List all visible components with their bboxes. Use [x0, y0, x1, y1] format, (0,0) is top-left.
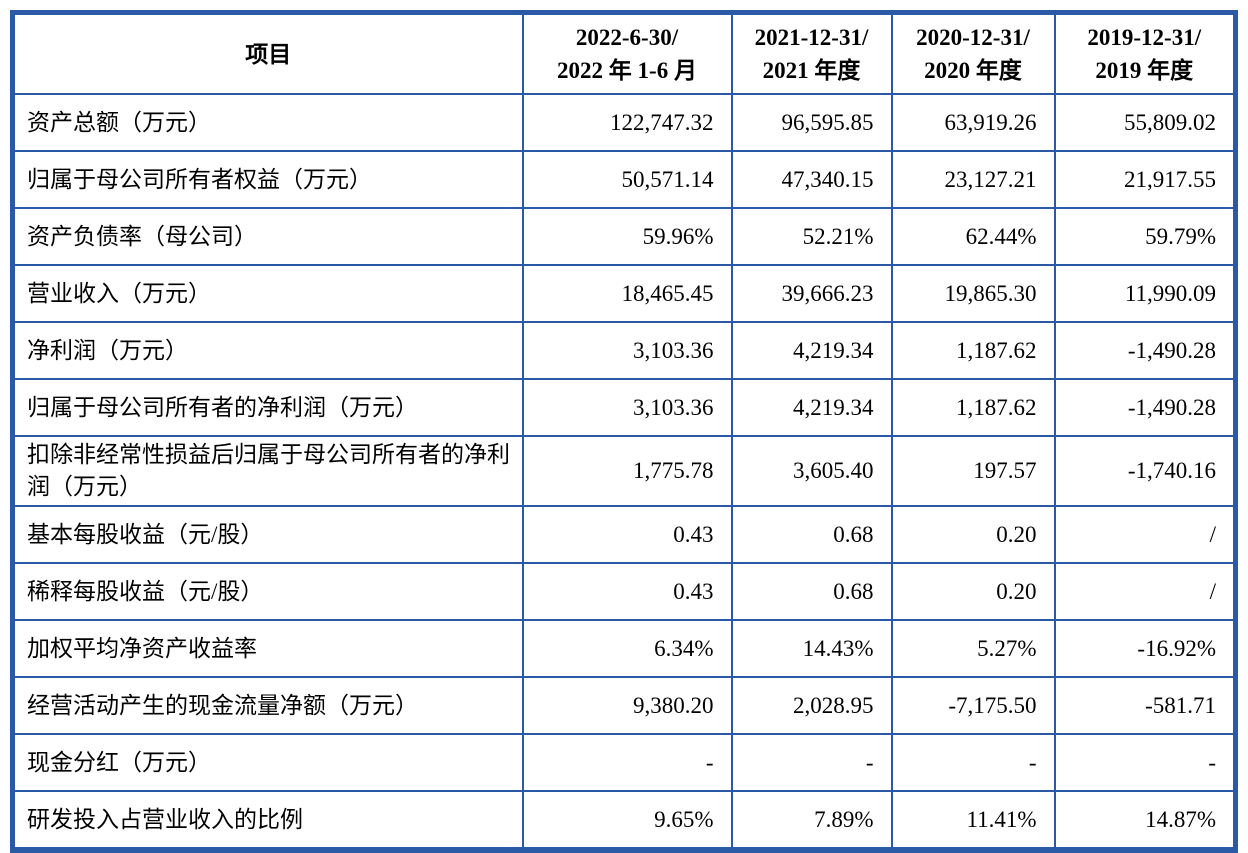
- row-label: 基本每股收益（元/股）: [11, 505, 524, 564]
- cell-value: -1,490.28: [1053, 321, 1237, 380]
- row-label: 现金分红（万元）: [11, 733, 524, 792]
- table-row: 现金分红（万元） - - - -: [11, 733, 1237, 792]
- cell-value: 96,595.85: [730, 93, 893, 152]
- cell-value: 39,666.23: [730, 264, 893, 323]
- table-row: 资产总额（万元） 122,747.32 96,595.85 63,919.26 55,8…: [11, 93, 1237, 152]
- table-row: 加权平均净资产收益率 6.34% 14.43% 5.27% -16.92%: [11, 619, 1237, 678]
- cell-value: -: [521, 733, 733, 792]
- cell-value: 11.41%: [890, 790, 1056, 851]
- column-header-period-2020: 2020-12-31/ 2020 年度: [890, 11, 1056, 95]
- row-label: 净利润（万元）: [11, 321, 524, 380]
- cell-value: -16.92%: [1053, 619, 1237, 678]
- cell-value: 55,809.02: [1053, 93, 1237, 152]
- cell-value: 0.20: [890, 562, 1056, 621]
- cell-value: 59.96%: [521, 207, 733, 266]
- table-row: 资产负债率（母公司） 59.96% 52.21% 62.44% 59.79%: [11, 207, 1237, 266]
- row-label: 加权平均净资产收益率: [11, 619, 524, 678]
- cell-value: 47,340.15: [730, 150, 893, 209]
- cell-value: 18,465.45: [521, 264, 733, 323]
- cell-value: 0.43: [521, 505, 733, 564]
- row-label: 营业收入（万元）: [11, 264, 524, 323]
- cell-value: /: [1053, 562, 1237, 621]
- document-page: 项目 2022-6-30/ 2022 年 1-6 月 2021-12-31/ 2…: [10, 10, 1238, 853]
- cell-value: 5.27%: [890, 619, 1056, 678]
- cell-value: 19,865.30: [890, 264, 1056, 323]
- table-row: 研发投入占营业收入的比例 9.65% 7.89% 11.41% 14.87%: [11, 790, 1237, 851]
- row-label: 资产总额（万元）: [11, 93, 524, 152]
- cell-value: -: [730, 733, 893, 792]
- cell-value: -: [890, 733, 1056, 792]
- column-header-period-2022: 2022-6-30/ 2022 年 1-6 月: [521, 11, 733, 95]
- cell-value: 23,127.21: [890, 150, 1056, 209]
- cell-value: 0.68: [730, 505, 893, 564]
- cell-value: 3,605.40: [730, 435, 893, 507]
- cell-value: 1,187.62: [890, 321, 1056, 380]
- period-date: 2022-6-30/: [575, 25, 679, 50]
- period-date: 2020-12-31/: [916, 25, 1030, 50]
- column-header-item: 项目: [11, 11, 524, 95]
- cell-value: 122,747.32: [521, 93, 733, 152]
- cell-value: -1,490.28: [1053, 378, 1237, 437]
- table-row: 归属于母公司所有者的净利润（万元） 3,103.36 4,219.34 1,187.6…: [11, 378, 1237, 437]
- period-date: 2019-12-31/: [1087, 25, 1202, 50]
- cell-value: 59.79%: [1053, 207, 1237, 266]
- column-header-period-2019: 2019-12-31/ 2019 年度: [1053, 11, 1237, 95]
- header-row: 项目 2022-6-30/ 2022 年 1-6 月 2021-12-31/ 2…: [11, 11, 1237, 95]
- row-label: 稀释每股收益（元/股）: [11, 562, 524, 621]
- cell-value: 9,380.20: [521, 676, 733, 735]
- cell-value: 63,919.26: [890, 93, 1056, 152]
- cell-value: -581.71: [1053, 676, 1237, 735]
- cell-value: 7.89%: [730, 790, 893, 851]
- cell-value: 9.65%: [521, 790, 733, 851]
- period-range: 2021 年度: [762, 58, 861, 83]
- cell-value: 50,571.14: [521, 150, 733, 209]
- row-label: 资产负债率（母公司）: [11, 207, 524, 266]
- period-range: 2019 年度: [1095, 58, 1194, 83]
- cell-value: 3,103.36: [521, 321, 733, 380]
- period-date: 2021-12-31/: [754, 25, 869, 50]
- cell-value: 0.20: [890, 505, 1056, 564]
- cell-value: 6.34%: [521, 619, 733, 678]
- cell-value: 62.44%: [890, 207, 1056, 266]
- financial-summary-table: 项目 2022-6-30/ 2022 年 1-6 月 2021-12-31/ 2…: [10, 10, 1238, 853]
- cell-value: -7,175.50: [890, 676, 1056, 735]
- cell-value: 4,219.34: [730, 378, 893, 437]
- cell-value: 14.87%: [1053, 790, 1237, 851]
- table-row: 扣除非经常性损益后归属于母公司所有者的净利润（万元） 1,775.78 3,605.…: [11, 435, 1237, 507]
- cell-value: 197.57: [890, 435, 1056, 507]
- period-range: 2022 年 1-6 月: [557, 58, 697, 83]
- table-row: 营业收入（万元） 18,465.45 39,666.23 19,865.30 11,99…: [11, 264, 1237, 323]
- cell-value: 52.21%: [730, 207, 893, 266]
- period-range: 2020 年度: [924, 58, 1022, 83]
- cell-value: 11,990.09: [1053, 264, 1237, 323]
- table-row: 净利润（万元） 3,103.36 4,219.34 1,187.62 -1,490.28: [11, 321, 1237, 380]
- cell-value: 1,187.62: [890, 378, 1056, 437]
- cell-value: -: [1053, 733, 1237, 792]
- cell-value: -1,740.16: [1053, 435, 1237, 507]
- column-header-period-2021: 2021-12-31/ 2021 年度: [730, 11, 893, 95]
- cell-value: 14.43%: [730, 619, 893, 678]
- table-row: 稀释每股收益（元/股） 0.43 0.68 0.20/: [11, 562, 1237, 621]
- row-label: 归属于母公司所有者权益（万元）: [11, 150, 524, 209]
- cell-value: 0.43: [521, 562, 733, 621]
- cell-value: 0.68: [730, 562, 893, 621]
- cell-value: /: [1053, 505, 1237, 564]
- cell-value: 4,219.34: [730, 321, 893, 380]
- cell-value: 2,028.95: [730, 676, 893, 735]
- row-label: 经营活动产生的现金流量净额（万元）: [11, 676, 524, 735]
- row-label: 归属于母公司所有者的净利润（万元）: [11, 378, 524, 437]
- row-label: 扣除非经常性损益后归属于母公司所有者的净利润（万元）: [11, 435, 524, 507]
- table-row: 基本每股收益（元/股） 0.43 0.68 0.20/: [11, 505, 1237, 564]
- table-row: 经营活动产生的现金流量净额（万元） 9,380.20 2,028.95 -7,175.…: [11, 676, 1237, 735]
- table-row: 归属于母公司所有者权益（万元） 50,571.14 47,340.15 23,127.…: [11, 150, 1237, 209]
- cell-value: 1,775.78: [521, 435, 733, 507]
- cell-value: 3,103.36: [521, 378, 733, 437]
- cell-value: 21,917.55: [1053, 150, 1237, 209]
- row-label: 研发投入占营业收入的比例: [11, 790, 524, 851]
